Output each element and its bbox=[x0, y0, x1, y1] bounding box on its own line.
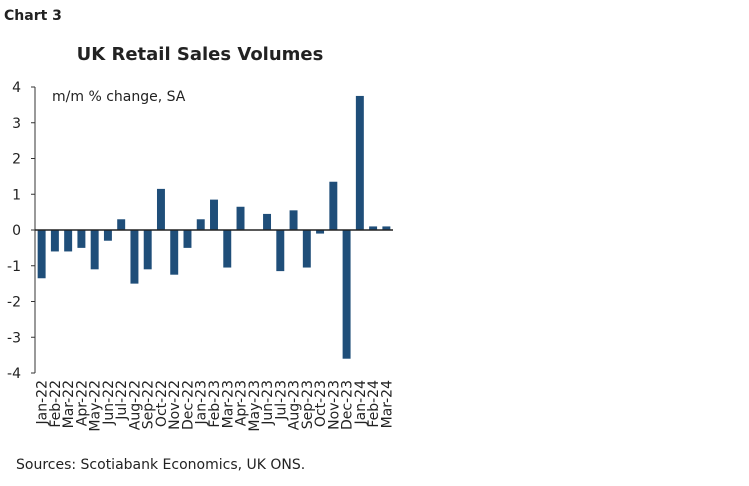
x-tick-label: Feb-24 bbox=[366, 380, 382, 428]
bar bbox=[223, 230, 232, 268]
annotation: m/m % change, SA bbox=[52, 89, 186, 105]
x-tick-label: Oct-23 bbox=[313, 380, 329, 427]
bar bbox=[77, 230, 86, 248]
y-tick-label: -3 bbox=[7, 330, 21, 346]
y-tick-label: 4 bbox=[12, 80, 21, 96]
x-tick-label: May-22 bbox=[88, 380, 104, 432]
x-tick-label: Nov-22 bbox=[167, 380, 183, 430]
x-tick-label: Aug-22 bbox=[127, 380, 143, 430]
y-tick-label: 0 bbox=[12, 223, 21, 239]
bar bbox=[302, 230, 311, 268]
bar bbox=[130, 230, 139, 284]
source: Sources: Scotiabank Economics, UK ONS. bbox=[16, 457, 305, 473]
chart-number: Chart 3 bbox=[4, 8, 62, 24]
bar bbox=[263, 213, 272, 230]
bar bbox=[236, 206, 245, 230]
x-tick-label: Mar-22 bbox=[61, 380, 77, 428]
x-tick-label: Jun-22 bbox=[101, 380, 117, 426]
x-tick-label: Dec-22 bbox=[180, 380, 196, 430]
x-tick-label: Mar-23 bbox=[220, 380, 236, 428]
x-tick-label: Apr-22 bbox=[74, 380, 90, 426]
bar bbox=[276, 230, 285, 272]
bar bbox=[369, 226, 378, 230]
y-tick-label: 2 bbox=[12, 152, 21, 168]
y-tick-label: -1 bbox=[7, 259, 21, 275]
x-tick-label: Feb-22 bbox=[48, 380, 64, 428]
bar bbox=[289, 210, 298, 230]
bar bbox=[143, 230, 152, 270]
y-tick-label: 3 bbox=[12, 116, 21, 132]
x-tick-label: Dec-23 bbox=[340, 380, 356, 430]
bar bbox=[90, 230, 99, 270]
bar bbox=[329, 181, 338, 230]
x-tick-label: Nov-23 bbox=[326, 380, 342, 430]
bar bbox=[170, 230, 179, 275]
x-tick-label: Jun-23 bbox=[260, 380, 276, 426]
bar bbox=[316, 230, 325, 234]
bar bbox=[210, 199, 218, 230]
bar bbox=[50, 230, 59, 252]
bar bbox=[382, 226, 391, 230]
bar bbox=[156, 188, 165, 230]
bar bbox=[183, 230, 192, 248]
x-tick-label: Aug-23 bbox=[287, 380, 303, 430]
bar bbox=[103, 230, 112, 241]
x-tick-label: Jan-23 bbox=[194, 380, 210, 425]
bar bbox=[342, 230, 351, 359]
bar bbox=[117, 219, 126, 230]
x-tick-label: May-23 bbox=[247, 380, 263, 432]
bar bbox=[355, 95, 364, 230]
bar bbox=[64, 230, 73, 252]
bar bbox=[37, 230, 46, 279]
x-tick-label: Jul-22 bbox=[114, 380, 130, 421]
x-tick-label: Oct-22 bbox=[154, 380, 170, 427]
y-tick-label: -2 bbox=[7, 295, 21, 311]
x-tick-label: Jul-23 bbox=[273, 380, 289, 421]
bar bbox=[196, 219, 205, 230]
x-tick-label: Feb-23 bbox=[207, 380, 223, 428]
x-tick-label: Sep-22 bbox=[141, 380, 157, 429]
x-tick-label: Mar-24 bbox=[379, 380, 395, 428]
x-tick-label: Jan-24 bbox=[353, 380, 369, 426]
x-tick-label: Apr-23 bbox=[234, 380, 250, 426]
y-tick-label: 1 bbox=[12, 187, 21, 203]
x-tick-label: Jan-22 bbox=[35, 380, 51, 425]
x-tick-label: Sep-23 bbox=[300, 380, 316, 429]
chart-title: UK Retail Sales Volumes bbox=[77, 44, 324, 65]
y-tick-label: -4 bbox=[7, 366, 21, 382]
